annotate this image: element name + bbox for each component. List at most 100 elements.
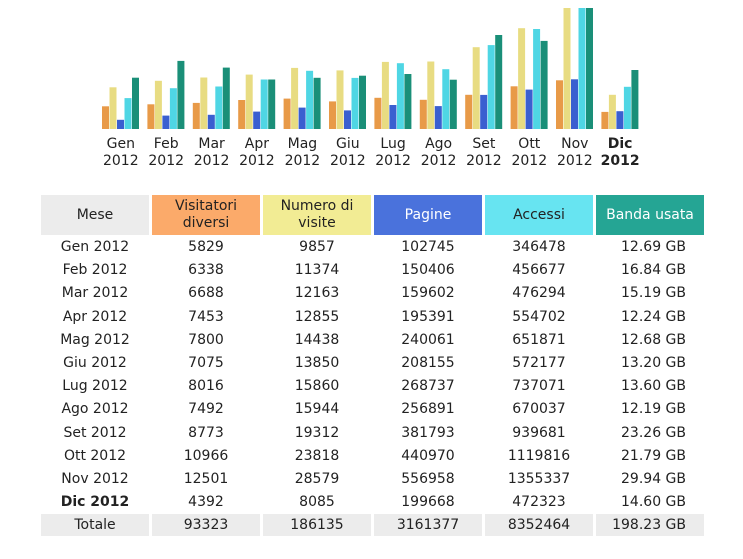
cell-value: 5829 <box>188 239 224 256</box>
bar-ott-2012-s1 <box>518 28 526 130</box>
tick-label: Giu <box>336 136 360 152</box>
table-row: Ott 2012 10966 23818 440970 1119816 21.79 GB <box>41 445 704 467</box>
cell-value: 10966 <box>183 447 229 464</box>
cell-value: 8352464 <box>485 514 593 537</box>
bar-lug-2012-s1 <box>381 61 389 129</box>
monthly-stats-table: Mese Visitatori diversi Numero di visite… <box>38 194 707 537</box>
cell-value: 670037 <box>512 401 566 418</box>
tick-label: 2012 <box>194 153 230 169</box>
bar-apr-2012-s2 <box>253 111 261 129</box>
table-row: Set 2012 8773 19312 381793 939681 23.26 GB <box>41 422 704 444</box>
cell-value: 102745 <box>401 239 455 256</box>
bar-ott-2012-s3 <box>533 29 541 129</box>
cell-mese: Nov 2012 <box>61 470 129 487</box>
bar-gen-2012-s2 <box>117 119 124 129</box>
cell-value: 14.60 GB <box>621 494 686 511</box>
tick-label: 2012 <box>239 153 275 169</box>
cell-value: 12.68 GB <box>621 331 686 348</box>
bar-giu-2012-s1 <box>336 70 344 129</box>
cell-value: 12855 <box>294 308 340 325</box>
tick-label: 2012 <box>421 153 457 169</box>
cell-value: 381793 <box>401 424 455 441</box>
cell-value: 8016 <box>188 378 224 395</box>
bar-set-2012-s2 <box>480 94 488 129</box>
bar-nov-2012-s3 <box>578 8 586 129</box>
cell-value: 13.20 GB <box>621 355 686 372</box>
tick-label: Feb <box>154 136 179 152</box>
cell-mese: Giu 2012 <box>63 355 127 372</box>
bar-gen-2012-s4 <box>132 77 139 129</box>
table-row: Feb 2012 6338 11374 150406 456677 16.84 GB <box>41 259 704 281</box>
cell-value: 29.94 GB <box>621 470 686 487</box>
cell-value: 93323 <box>152 514 260 537</box>
cell-value: 21.79 GB <box>621 447 686 464</box>
cell-value: 16.84 GB <box>621 262 686 279</box>
bar-mar-2012-s4 <box>222 67 230 129</box>
monthly-bar-chart: Gen2012Feb2012Mar2012Apr2012Mag2012Giu20… <box>102 8 640 169</box>
table-row: Mar 2012 6688 12163 159602 476294 15.19 GB <box>41 282 704 304</box>
cell-value: 268737 <box>401 378 455 395</box>
tick-label: 2012 <box>103 153 139 169</box>
bar-mar-2012-s1 <box>200 77 208 129</box>
table-row: Apr 2012 7453 12855 195391 554702 12.24 GB <box>41 306 704 328</box>
header-mese: Mese <box>41 195 149 235</box>
header-banda: Banda usata <box>596 195 704 235</box>
bar-ott-2012-s0 <box>510 86 518 129</box>
bar-gen-2012-s1 <box>109 87 117 129</box>
bar-set-2012-s0 <box>465 94 473 129</box>
cell-value: 7075 <box>188 355 224 372</box>
cell-value: 1119816 <box>507 447 571 464</box>
bar-mag-2012-s3 <box>306 70 314 129</box>
cell-value: 554702 <box>512 308 566 325</box>
cell-value: 4392 <box>188 494 224 511</box>
bar-lug-2012-s0 <box>374 97 382 129</box>
tick-label: 2012 <box>466 153 502 169</box>
cell-value: 8085 <box>299 494 335 511</box>
header-visite: Numero di visite <box>263 195 371 235</box>
bar-mag-2012-s4 <box>313 77 321 129</box>
cell-value: 472323 <box>512 494 566 511</box>
cell-value: 240061 <box>401 331 455 348</box>
cell-value: 346478 <box>512 239 566 256</box>
bar-giu-2012-s4 <box>359 75 366 129</box>
bar-ott-2012-s2 <box>525 89 533 129</box>
bar-dic-2012-s2 <box>616 111 624 129</box>
bar-dic-2012-s1 <box>608 94 616 129</box>
tick-label: Ott <box>518 136 541 152</box>
bar-dic-2012-s3 <box>623 86 631 129</box>
header-visitatori: Visitatori diversi <box>152 195 260 235</box>
tick-label: Lug <box>380 136 405 152</box>
cell-value: 23.26 GB <box>621 424 686 441</box>
cell-value: 456677 <box>512 262 566 279</box>
bar-nov-2012-s4 <box>586 8 593 129</box>
bar-feb-2012-s2 <box>162 115 170 129</box>
cell-value: 6338 <box>188 262 224 279</box>
tick-label: 2012 <box>330 153 366 169</box>
cell-value: 15.19 GB <box>621 285 686 302</box>
cell-value: 556958 <box>401 470 455 487</box>
table-row: Lug 2012 8016 15860 268737 737071 13.60 GB <box>41 375 704 397</box>
bar-set-2012-s4 <box>495 35 503 129</box>
bar-gen-2012-s3 <box>124 98 132 129</box>
cell-mese: Lug 2012 <box>62 378 128 395</box>
cell-value: 737071 <box>512 378 566 395</box>
cell-mese: Ott 2012 <box>63 447 127 464</box>
cell-value: 186135 <box>263 514 371 537</box>
bar-lug-2012-s2 <box>389 105 397 129</box>
bar-nov-2012-s1 <box>563 8 571 129</box>
bar-dic-2012-s0 <box>601 111 609 129</box>
bar-mag-2012-s2 <box>298 107 306 129</box>
bar-mar-2012-s2 <box>207 114 215 129</box>
cell-mese: Feb 2012 <box>62 262 128 279</box>
bar-apr-2012-s1 <box>245 74 253 129</box>
tick-label: Apr <box>245 136 269 152</box>
cell-value: 7492 <box>188 401 224 418</box>
cell-value: 13850 <box>294 355 340 372</box>
cell-value: 199668 <box>401 494 455 511</box>
cell-value: 476294 <box>512 285 566 302</box>
cell-value: 7453 <box>188 308 224 325</box>
cell-mese: Mag 2012 <box>60 331 130 348</box>
bar-mar-2012-s3 <box>215 86 223 129</box>
cell-value: 7800 <box>188 331 224 348</box>
bar-mar-2012-s0 <box>192 102 200 129</box>
